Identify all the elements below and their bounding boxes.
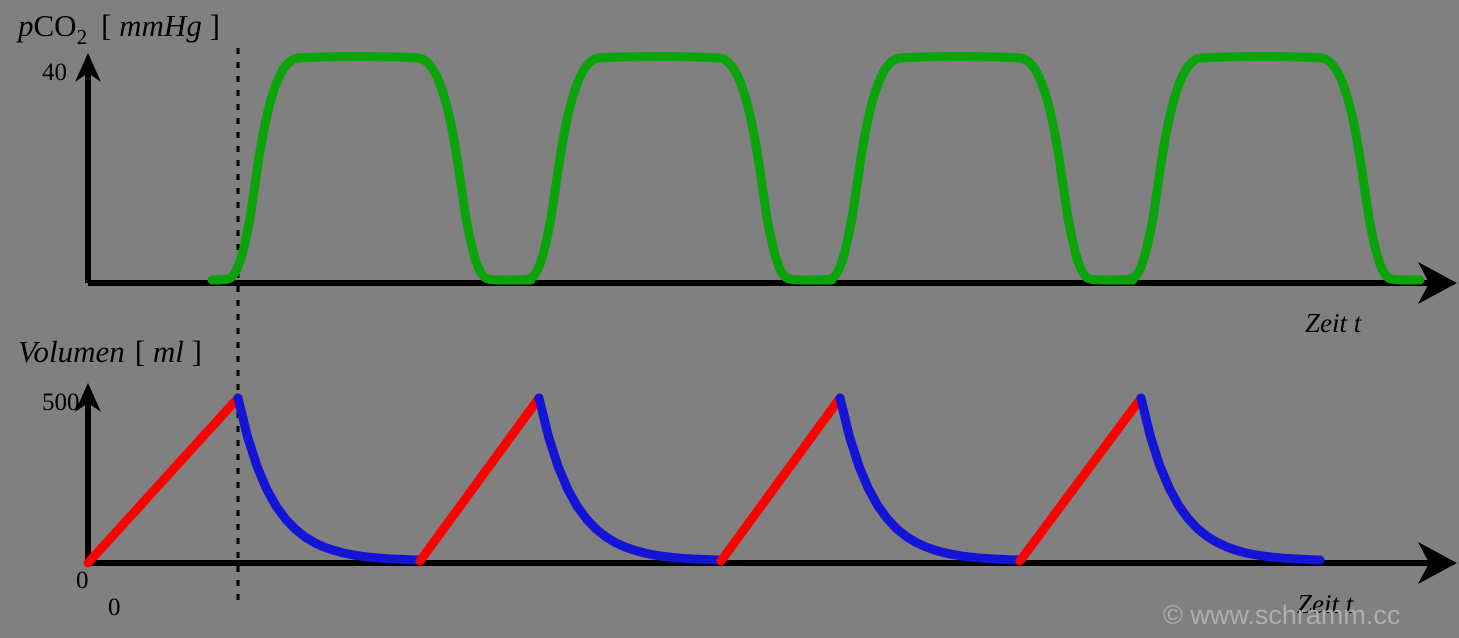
svg-text:500: 500 (42, 389, 80, 416)
svg-text:40: 40 (42, 59, 67, 86)
svg-text:Volumen[ ml ]: Volumen[ ml ] (18, 334, 202, 369)
svg-text:0: 0 (108, 594, 121, 621)
svg-text:© www.schramm.cc: © www.schramm.cc (1163, 600, 1400, 630)
svg-text:Zeit t: Zeit t (1305, 308, 1363, 338)
svg-text:0: 0 (76, 567, 89, 594)
svg-text:pCO2[ mmHg ]: pCO2[ mmHg ] (16, 8, 220, 49)
